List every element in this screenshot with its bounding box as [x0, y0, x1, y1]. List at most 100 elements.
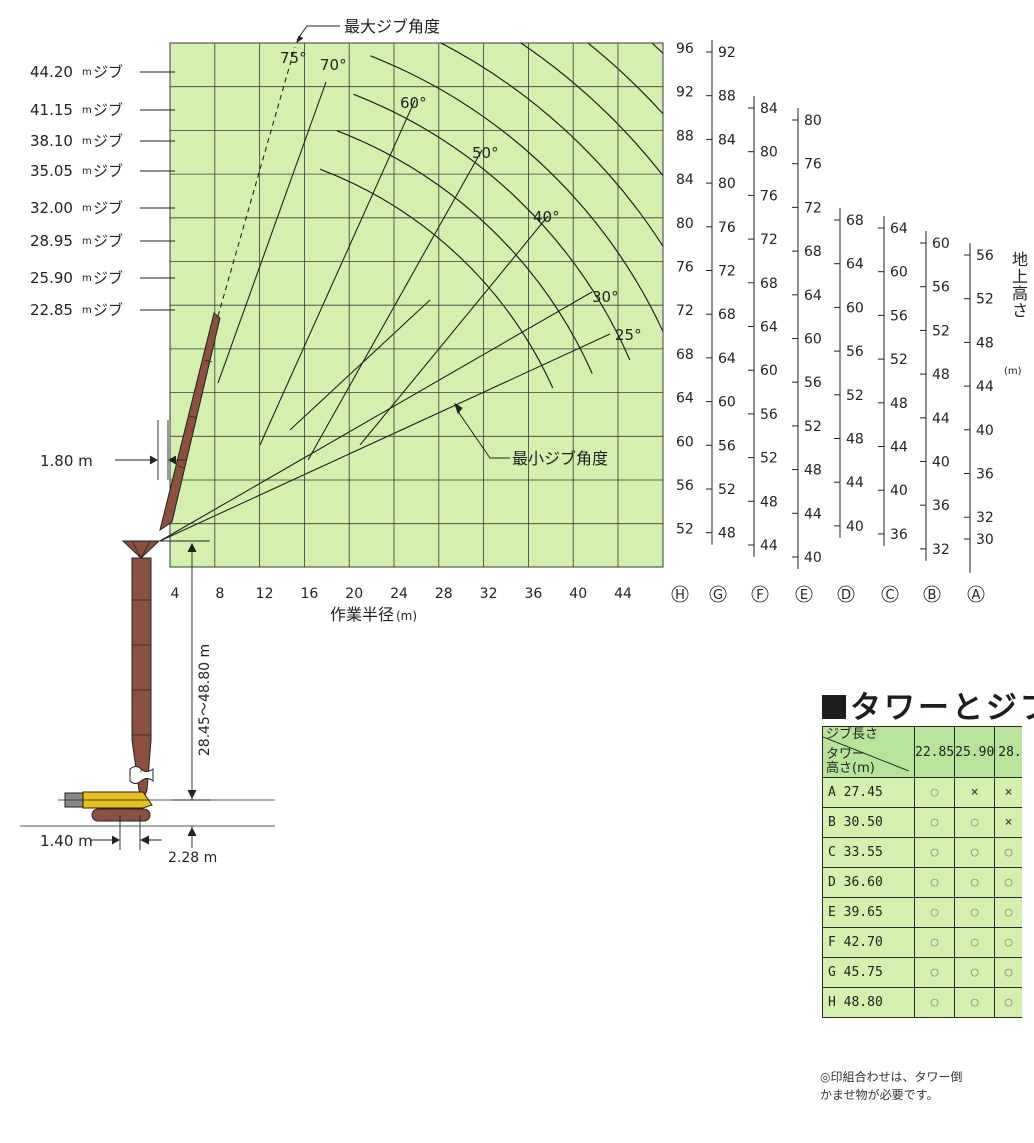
height-scale: 68 64 60 56 52 48 44 40 D — [834, 208, 864, 603]
height-tick-label: 56 — [890, 308, 908, 324]
height-tick-label: 88 — [676, 128, 694, 144]
angle-label: 25° — [615, 326, 642, 344]
height-tick-label: 36 — [932, 498, 950, 514]
crawler-track — [91, 808, 151, 822]
height-tick-label: 88 — [718, 89, 736, 105]
height-tick-label: 92 — [718, 45, 736, 61]
angle-line — [259, 99, 416, 446]
height-scale: 56 52 48 44 40 36 32 30 A — [964, 243, 994, 603]
angle-label: 50° — [472, 144, 499, 162]
scale-id: C — [885, 588, 894, 603]
jib-length-label: 44.20 m ジブ — [30, 63, 175, 81]
tower-break-mark — [129, 766, 154, 784]
table-row: C 33.55 ○ ○ ○ — [822, 837, 1022, 868]
svg-text:m: m — [82, 203, 92, 214]
max-angle-dash-line — [217, 46, 296, 317]
svg-text:m: m — [82, 67, 92, 78]
height-tick-label: 84 — [718, 132, 736, 148]
dimension-tower-range — [160, 540, 210, 801]
svg-text:28.95: 28.95 — [30, 232, 73, 250]
table-cell: × — [994, 777, 1022, 808]
jib-arc — [319, 168, 554, 389]
x-tick-label: 12 — [256, 586, 274, 602]
row-header: A 27.45 — [822, 777, 915, 808]
height-tick-label: 76 — [804, 157, 822, 173]
svg-text:38.10: 38.10 — [30, 132, 73, 150]
tower-head — [121, 540, 161, 559]
column-header: 28. — [994, 726, 1022, 778]
x-tick-label: 36 — [524, 586, 542, 602]
height-tick-label: 52 — [804, 419, 822, 435]
jib-angle-lines — [159, 81, 611, 542]
scale-id: G — [713, 588, 723, 603]
height-scales: 969288848076726864605652H928884807672686… — [671, 40, 994, 603]
table-row: B 30.50 ○ ○ × — [822, 807, 1022, 838]
table-row: A 27.45 ○ × × — [822, 777, 1022, 808]
chart-grid — [170, 43, 663, 567]
table-cell: ○ — [994, 897, 1022, 928]
height-tick-label: 64 — [676, 391, 694, 407]
table-row: F 42.70 ○ ○ ○ — [822, 927, 1022, 958]
table-footnote: ◎印組合わせは、タワー倒 かませ物が必要です。 — [820, 1070, 963, 1102]
angle-label: 60° — [400, 94, 427, 112]
height-tick-label: 40 — [804, 550, 822, 566]
table-cell: ○ — [913, 897, 956, 928]
svg-text:ジブ: ジブ — [93, 269, 123, 287]
svg-text:ジブ: ジブ — [93, 63, 123, 81]
table-cell: ○ — [954, 987, 996, 1018]
table-row: D 36.60 ○ ○ ○ — [822, 867, 1022, 898]
row-header: C 33.55 — [822, 837, 915, 868]
height-tick-label: 92 — [676, 85, 694, 101]
x-axis-unit: (m) — [396, 609, 417, 623]
column-header: 25.90 — [954, 726, 996, 778]
height-tick-label: 52 — [676, 522, 694, 538]
table-corner-header: ジブ長さ タワー 高さ(m) — [822, 726, 915, 778]
table-cell: ○ — [994, 927, 1022, 958]
height-tick-label: 52 — [976, 292, 994, 308]
height-tick-label: 36 — [976, 467, 994, 483]
table-row: G 45.75 ○ ○ ○ — [822, 957, 1022, 988]
height-scale: 92 88 84 80 76 72 68 64 60 56 52 48 G — [706, 40, 736, 603]
height-tick-label: 56 — [760, 407, 778, 423]
angle-line — [359, 215, 549, 446]
corner-jib-length: ジブ長さ — [826, 727, 879, 742]
table-cell: ○ — [954, 897, 996, 928]
tower-sections — [132, 599, 151, 736]
height-tick-label: 76 — [676, 260, 694, 276]
x-tick-label: 28 — [435, 586, 453, 602]
row-header: G 45.75 — [822, 957, 915, 988]
height-tick-label: 56 — [676, 478, 694, 494]
height-tick-label: 48 — [718, 526, 736, 542]
svg-text:ジブ: ジブ — [93, 232, 123, 250]
height-tick-label: 56 — [932, 280, 950, 296]
jib-length-label: 22.85 m ジブ — [30, 301, 175, 319]
height-tick-label: 48 — [932, 367, 950, 383]
height-tick-label: 64 — [718, 351, 736, 367]
height-scale: 64 60 56 52 48 44 40 36 C — [878, 216, 908, 603]
angle-label: 30° — [592, 288, 619, 306]
jib-angle-labels: 75° 70° 60° 50° 40° 30° 25° — [280, 49, 642, 344]
height-tick-label: 80 — [804, 113, 822, 129]
min-jib-angle-callout: 最小ジブ角度 — [454, 402, 608, 468]
height-tick-label: 48 — [760, 494, 778, 510]
height-tick-label: 30 — [976, 532, 994, 548]
angle-line — [217, 81, 327, 384]
height-tick-label: 56 — [718, 438, 736, 454]
jib-length-label: 25.90 m ジブ — [30, 269, 175, 287]
height-tick-label: 44 — [760, 538, 778, 554]
height-tick-label: 56 — [804, 375, 822, 391]
height-tick-label: 40 — [976, 423, 994, 439]
height-tick-label: 64 — [760, 320, 778, 336]
table-cell: ○ — [913, 957, 956, 988]
table-title-text: タワーとジブ — [850, 690, 1034, 726]
row-header: D 36.60 — [822, 867, 915, 898]
row-header: H 48.80 — [822, 987, 915, 1018]
height-tick-label: 96 — [676, 41, 694, 57]
height-tick-label: 60 — [676, 434, 694, 450]
svg-text:m: m — [82, 105, 92, 116]
angle-line — [159, 291, 593, 542]
height-tick-label: 32 — [932, 542, 950, 558]
x-axis-ticks: 4 8 12 16 20 24 28 32 36 40 44 — [171, 586, 632, 602]
height-tick-label: 44 — [804, 506, 822, 522]
